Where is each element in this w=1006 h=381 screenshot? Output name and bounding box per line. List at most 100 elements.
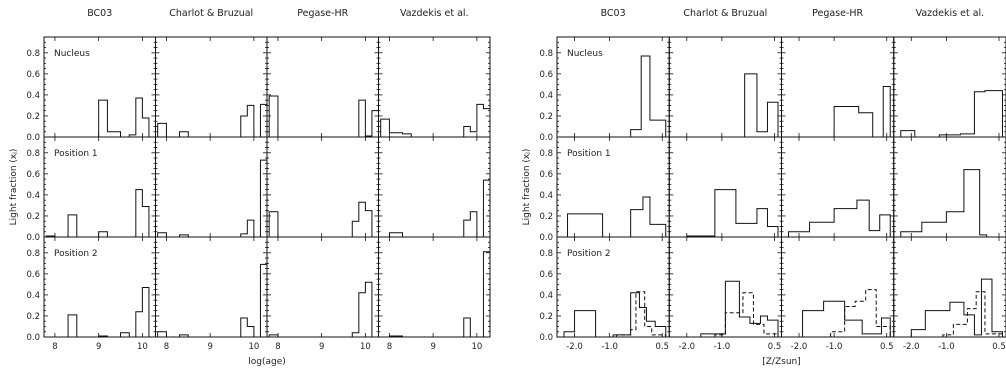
histogram-series (563, 292, 667, 338)
y-tick-label: 0.8 (26, 149, 40, 159)
column-title-charlot-bruzual: Charlot & Bruzual (169, 8, 253, 19)
panel-1-2 (155, 36, 268, 138)
panel-2-3 (266, 136, 379, 238)
histogram-series (788, 300, 891, 338)
histogram-series (46, 97, 156, 138)
panel-frame (668, 36, 782, 138)
x-tick-label: 8 (164, 342, 169, 352)
x-tick-label: 9 (96, 342, 101, 352)
histogram-series (380, 179, 491, 238)
column-title-pegase-hr: Pegase-HR (297, 8, 348, 19)
y-tick-label: 0.4 (539, 291, 553, 301)
histogram-series (157, 159, 268, 238)
x-tick-label: -1.0 (601, 342, 618, 352)
histogram-series (630, 55, 667, 137)
y-tick-label: 0.0 (539, 333, 553, 343)
histogram-series-dashed (714, 292, 779, 337)
y-tick-label: 0.4 (26, 191, 40, 201)
panel-3-3: -2.0 -1.0 0.5 (781, 236, 895, 352)
x-tick-label: -2.0 (566, 342, 583, 352)
x-tick-label: -2.0 (791, 342, 808, 352)
panel-1-2 (668, 36, 782, 138)
y-tick-label: 0.6 (539, 270, 553, 280)
y-tick-label: 0.2 (26, 212, 40, 222)
histogram-series (45, 189, 156, 238)
panel-2-4 (893, 136, 1006, 238)
panel-frame (781, 236, 895, 338)
x-tick-label: -2.0 (903, 342, 920, 352)
y-tick-label: 0.6 (26, 70, 40, 80)
panel-1-4 (893, 36, 1006, 138)
y-tick-label: 0.0 (26, 133, 40, 143)
panel-frame (893, 36, 1006, 138)
x-tick-label: 10 (471, 342, 482, 352)
chart-right-metallicity: BC03 Charlot & Bruzual Pegase-HR Vazdekis e… (522, 8, 1006, 367)
panel-frame (266, 236, 379, 338)
x-tick-label: 8 (275, 342, 280, 352)
panel-frame (893, 236, 1006, 338)
column-title-vazdekis-et-al-: Vazdekis et al. (916, 8, 985, 19)
y-tick-label: 0.6 (539, 70, 553, 80)
panel-3-2: -2.0 -1.0 0.5 (668, 236, 782, 352)
histogram-series (788, 199, 891, 237)
histogram-series (744, 73, 779, 137)
panel-1-3 (781, 36, 895, 138)
row-label-position-2: Position 2 (54, 249, 98, 259)
panel-frame (893, 136, 1006, 238)
panel-1-4 (378, 36, 491, 138)
column-title-vazdekis-et-al-: Vazdekis et al. (400, 8, 469, 19)
y-tick-label: 0.2 (539, 212, 553, 222)
y-tick-label: 0.4 (539, 191, 553, 201)
y-tick-label: 0.2 (539, 112, 553, 122)
y-axis-label: Light fraction (xⱼ) (9, 149, 19, 226)
panel-1-3 (266, 36, 379, 138)
x-tick-label: 0.5 (880, 342, 894, 352)
histogram-series (900, 90, 1003, 138)
column-title-charlot-bruzual: Charlot & Bruzual (683, 8, 767, 19)
panel-2-3 (781, 136, 895, 238)
panel-2-2 (155, 136, 268, 238)
y-tick-label: 0.4 (26, 91, 40, 101)
x-tick-label: 10 (137, 342, 148, 352)
histogram-series-dashed (616, 291, 667, 337)
row-label-position-1: Position 1 (54, 149, 98, 159)
panel-1-1: 0.0 0.2 0.4 0.6 0.8 Nucleus (539, 36, 670, 143)
y-tick-label: 0.6 (26, 170, 40, 180)
y-axis-label: Light fraction (xⱼ) (522, 149, 532, 226)
y-tick-label: 0.0 (539, 133, 553, 143)
panel-frame (378, 36, 491, 138)
y-tick-label: 0.8 (539, 49, 553, 59)
histogram-series (900, 169, 1003, 238)
panel-frame (378, 136, 491, 238)
x-tick-label: 0.5 (655, 342, 669, 352)
row-label-nucleus: Nucleus (54, 49, 90, 59)
y-tick-label: 0.0 (26, 333, 40, 343)
panel-frame (781, 36, 895, 138)
histogram-series (676, 280, 779, 338)
panel-frame (266, 36, 379, 138)
y-tick-label: 0.8 (26, 49, 40, 59)
panel-frame (266, 136, 379, 238)
y-tick-label: 0.2 (26, 312, 40, 322)
histogram-series-dashed (942, 291, 1003, 337)
y-tick-label: 0.4 (539, 91, 553, 101)
histogram-series-dashed (830, 289, 891, 337)
y-tick-label: 0.6 (26, 270, 40, 280)
x-tick-label: 10 (248, 342, 259, 352)
panel-frame (155, 36, 268, 138)
x-tick-label: 0.5 (992, 342, 1006, 352)
x-tick-label: 8 (52, 342, 57, 352)
y-tick-label: 0.0 (26, 233, 40, 243)
histogram-series (46, 287, 156, 338)
x-tick-label: 9 (207, 342, 212, 352)
y-tick-label: 0.4 (26, 291, 40, 301)
panel-1-1: 0.0 0.2 0.4 0.6 0.8 Nucleus (26, 36, 156, 143)
histogram-series (567, 196, 667, 238)
panel-frame (155, 136, 268, 238)
panel-2-1: 0.0 0.2 0.4 0.6 0.8 Position 1 (539, 136, 670, 243)
histogram-series (268, 201, 379, 238)
x-tick-label: -1.0 (826, 342, 843, 352)
y-tick-label: 0.6 (539, 170, 553, 180)
panel-2-2 (668, 136, 782, 238)
